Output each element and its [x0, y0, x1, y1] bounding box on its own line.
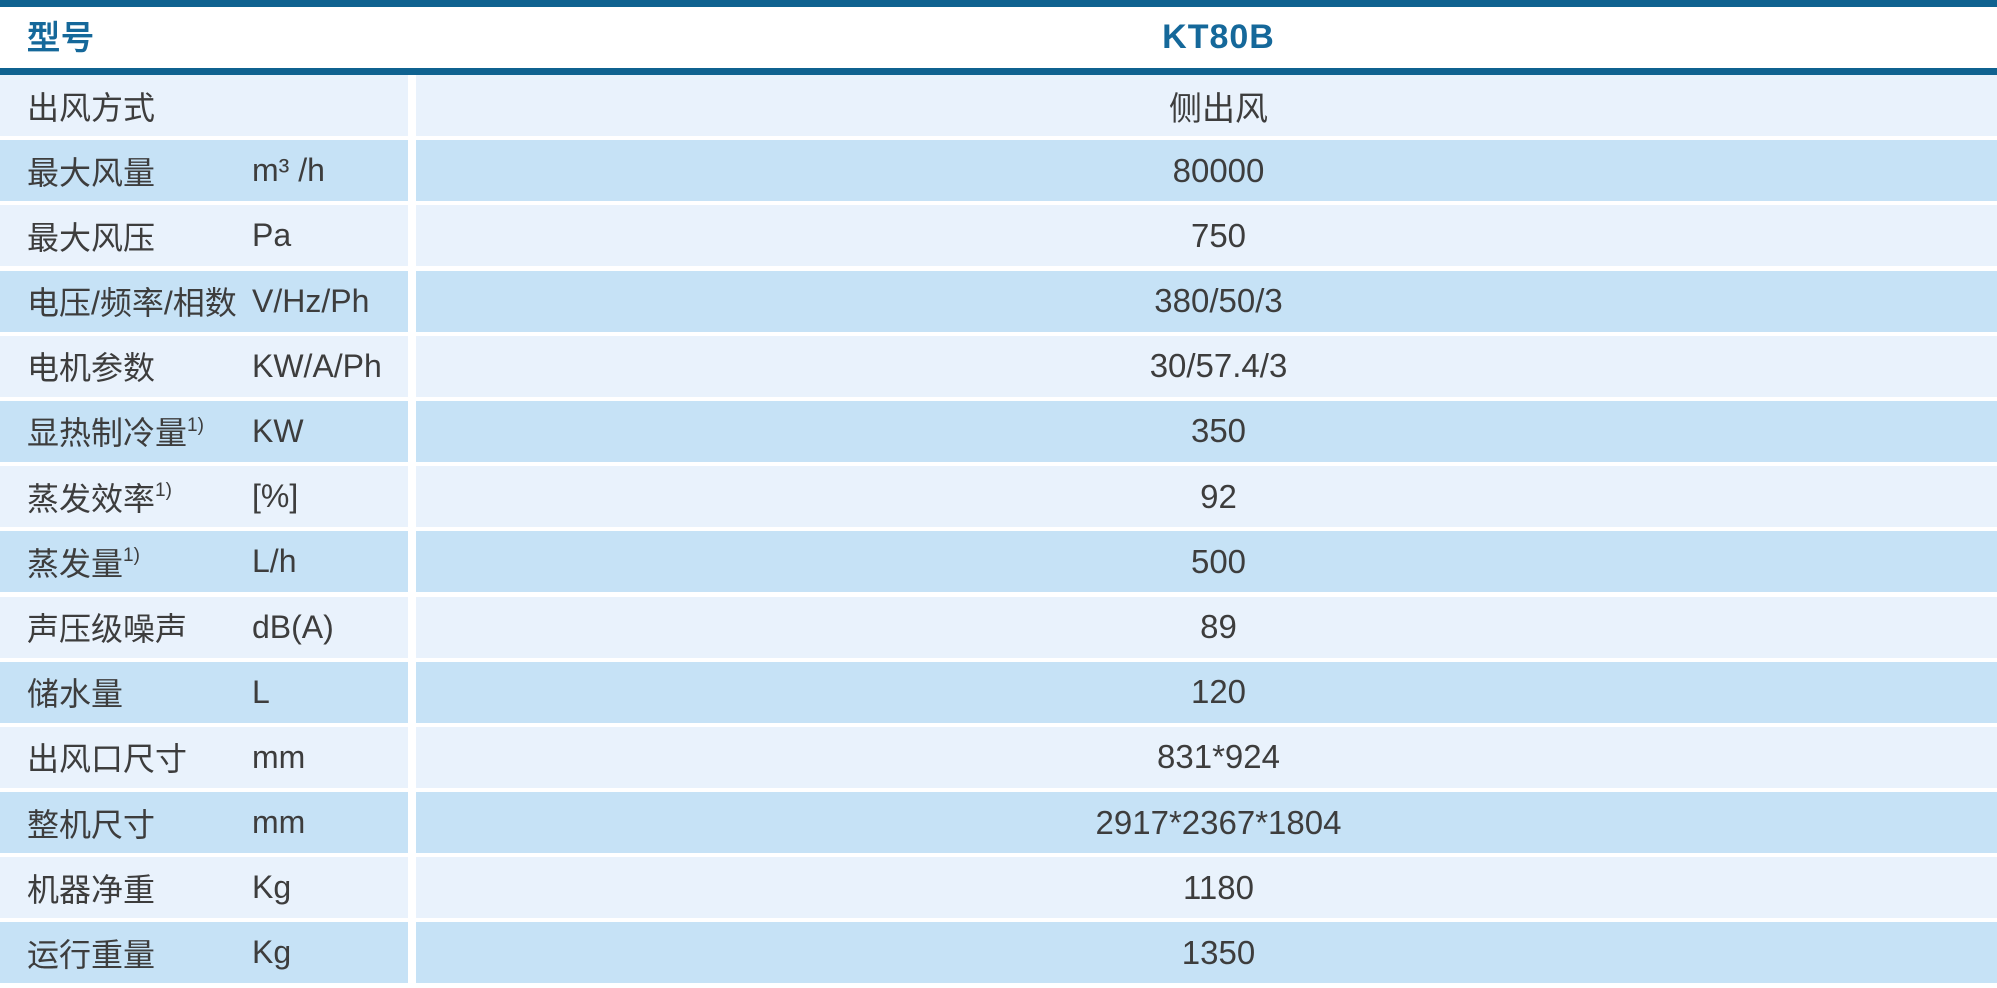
spec-row-label-cell: 机器净重 Kg	[0, 857, 408, 919]
spec-row-value: 120	[416, 661, 1997, 723]
spec-row-value: 89	[416, 596, 1997, 658]
footnote-marker: 1)	[123, 545, 140, 567]
spec-row-label: 运行重量	[27, 936, 156, 973]
spec-row-label-cell: 显热制冷量1) KW	[0, 400, 408, 462]
spec-row-value: 1180	[416, 857, 1997, 919]
spec-row-label-cell: 出风口尺寸 mm	[0, 726, 408, 788]
spec-row-unit: Kg	[252, 934, 292, 971]
table-header-row: 型号 KT80B	[0, 7, 1997, 68]
spec-row-unit: V/Hz/Ph	[252, 282, 370, 319]
footnote-marker: 1)	[187, 414, 204, 436]
spec-row-label: 出风方式	[27, 89, 156, 126]
model-name: KT80B	[1162, 18, 1275, 56]
spec-rows: 出风方式 侧出风最大风量 m³ /h 80000 最大风压 Pa 750 电压/频率/相数 V/…	[0, 75, 1997, 984]
spec-row-label-cell: 电压/频率/相数 V/Hz/Ph	[0, 270, 408, 332]
spec-row-label-cell: 电机参数 KW/A/Ph	[0, 335, 408, 397]
spec-row-value: 831*924	[416, 726, 1997, 788]
spec-row-label: 出风口尺寸	[27, 741, 188, 778]
spec-row-label: 机器净重	[27, 871, 156, 908]
spec-row-label-cell: 储水量 L	[0, 661, 408, 723]
spec-row-value: 侧出风	[416, 75, 1997, 136]
spec-row-value: 80000	[416, 140, 1997, 202]
spec-row: 运行重量 Kg 1350	[0, 922, 1997, 984]
spec-row-label-cell: 出风方式	[0, 75, 408, 136]
spec-row-value: 30/57.4/3	[416, 335, 1997, 397]
spec-row-label-cell: 最大风量 m³ /h	[0, 140, 408, 202]
spec-row-label-cell: 蒸发效率1) [%]	[0, 466, 408, 528]
spec-row-label: 蒸发量1)	[27, 545, 140, 582]
spec-row-value: 350	[416, 400, 1997, 462]
spec-row: 出风方式 侧出风	[0, 75, 1997, 136]
spec-row-label-cell: 最大风压 Pa	[0, 205, 408, 267]
spec-row-label: 声压级噪声	[27, 611, 188, 647]
spec-row-label: 最大风量	[27, 154, 156, 191]
spec-row-unit: Pa	[252, 217, 292, 254]
spec-row-label: 最大风压	[27, 219, 156, 256]
spec-row-unit: mm	[252, 738, 306, 775]
spec-row: 电机参数 KW/A/Ph 30/57.4/3	[0, 335, 1997, 397]
spec-row-value: 1350	[416, 922, 1997, 984]
top-accent-bar	[0, 0, 1997, 7]
spec-row-label-cell: 蒸发量1) L/h	[0, 531, 408, 593]
spec-row-label-cell: 运行重量 Kg	[0, 922, 408, 984]
spec-row: 蒸发量1) L/h 500	[0, 531, 1997, 593]
spec-row: 声压级噪声 dB(A) 89	[0, 596, 1997, 658]
spec-row-value: 750	[416, 205, 1997, 267]
spec-row: 蒸发效率1) [%] 92	[0, 466, 1997, 528]
spec-row-value: 380/50/3	[416, 270, 1997, 332]
spec-row: 出风口尺寸 mm 831*924	[0, 726, 1997, 788]
spec-row-label: 电压/频率/相数	[27, 285, 237, 322]
spec-row-label-cell: 整机尺寸 mm	[0, 792, 408, 854]
spec-row: 储水量 L 120	[0, 661, 1997, 723]
spec-row-unit: L/h	[252, 543, 297, 580]
spec-row: 整机尺寸 mm 2917*2367*1804	[0, 792, 1997, 854]
footnote-marker: 1)	[155, 479, 172, 501]
model-header-label: 型号	[27, 19, 95, 56]
spec-row: 电压/频率/相数 V/Hz/Ph 380/50/3	[0, 270, 1997, 332]
spec-row-unit: m³ /h	[252, 152, 325, 189]
spec-row-unit: KW/A/Ph	[252, 347, 382, 384]
spec-row-label: 显热制冷量1)	[27, 414, 204, 452]
spec-row-value: 2917*2367*1804	[416, 792, 1997, 854]
header-underline	[0, 68, 1997, 75]
spec-row-label-cell: 声压级噪声 dB(A)	[0, 596, 408, 658]
spec-row-unit: dB(A)	[252, 608, 334, 645]
spec-row-label: 储水量	[27, 676, 124, 713]
spec-row-label: 蒸发效率1)	[27, 479, 172, 517]
spec-row-unit: mm	[252, 804, 306, 841]
spec-row-label: 整机尺寸	[27, 806, 156, 843]
spec-row: 机器净重 Kg 1180	[0, 857, 1997, 919]
spec-row-unit: KW	[252, 412, 304, 449]
spec-row-unit: [%]	[252, 478, 299, 515]
spec-row-unit: L	[252, 673, 270, 710]
spec-row: 最大风量 m³ /h 80000	[0, 140, 1997, 202]
spec-row-unit: Kg	[252, 869, 292, 906]
spec-row: 显热制冷量1) KW 350	[0, 400, 1997, 462]
spec-row-label: 电机参数	[27, 350, 156, 387]
spec-row: 最大风压 Pa 750	[0, 205, 1997, 267]
spec-row-value: 500	[416, 531, 1997, 593]
spec-row-value: 92	[416, 466, 1997, 528]
